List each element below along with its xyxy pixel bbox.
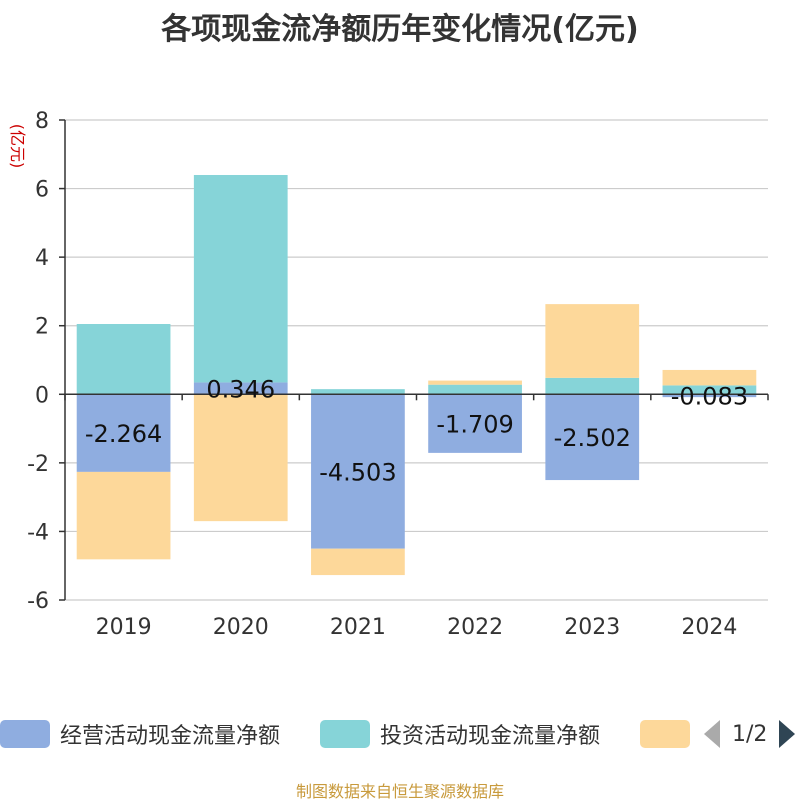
- data-label: -2.502: [554, 424, 631, 452]
- chevron-right-icon[interactable]: [779, 720, 796, 748]
- data-label: -1.709: [436, 411, 513, 439]
- chevron-left-icon[interactable]: [704, 720, 720, 748]
- bar-series1-2021[interactable]: [311, 389, 405, 395]
- y-tick-label: 4: [35, 246, 49, 271]
- legend-swatch-operating: [0, 720, 50, 748]
- bar-series1-2023[interactable]: [545, 377, 640, 395]
- data-label: 0.346: [206, 375, 275, 403]
- bar-chart: 8 6 4 2 0 -2 -4 -6 2019 2020 2021 2022 2023 2024 -2.2…: [8, 109, 769, 640]
- legend-label-investing: 投资活动现金流量净额: [380, 724, 601, 749]
- bar-series0-2024[interactable]: [662, 394, 757, 398]
- bar-series0-2022[interactable]: [428, 394, 522, 453]
- y-tick-label: 0: [35, 383, 49, 408]
- legend: 经营活动现金流量净额 投资活动现金流量净额 1/2: [0, 716, 800, 752]
- chart-title: 各项现金流净额历年变化情况(亿元): [161, 12, 639, 47]
- x-tick-label: 2021: [330, 615, 386, 640]
- bar-series1-2024[interactable]: [662, 385, 757, 395]
- bar-series0-2021[interactable]: [311, 394, 405, 549]
- bar-series1-2022[interactable]: [428, 384, 522, 395]
- legend-swatch-financing: [640, 720, 690, 748]
- x-tick-label: 2022: [447, 615, 503, 640]
- legend-label-operating: 经营活动现金流量净额: [60, 724, 281, 749]
- legend-item-operating[interactable]: 经营活动现金流量净额: [0, 716, 280, 752]
- data-labels: -2.264 0.346 -4.503 -1.709 -2.502 -0.083: [85, 375, 748, 486]
- x-tick-label: 2019: [96, 615, 152, 640]
- bar-series1-2020[interactable]: [193, 174, 288, 383]
- y-tick-label: -6: [27, 589, 49, 614]
- bar-series0-2019[interactable]: [76, 394, 171, 472]
- y-tick-label: 8: [35, 109, 49, 134]
- x-tick-label: 2023: [564, 615, 620, 640]
- data-source-note: 制图数据来自恒生聚源数据库: [295, 782, 504, 801]
- x-tick-label: 2020: [213, 615, 269, 640]
- data-label: -0.083: [671, 383, 748, 411]
- bar-series0-2023[interactable]: [545, 394, 640, 481]
- axes: 8 6 4 2 0 -2 -4 -6 2019 2020 2021 2022 2023 2024: [27, 109, 769, 640]
- bar-series2-2020[interactable]: [193, 394, 288, 522]
- x-tick-label: 2024: [681, 615, 737, 640]
- data-label: -2.264: [85, 420, 162, 448]
- bar-series1-2019[interactable]: [76, 324, 171, 395]
- y-axis-label: (亿元): [8, 124, 27, 169]
- legend-page-indicator: 1/2: [732, 721, 768, 747]
- legend-pager: 1/2: [704, 716, 796, 752]
- bar-series2-2022[interactable]: [428, 380, 522, 385]
- bar-series0-2020[interactable]: [193, 382, 288, 395]
- y-tick-label: -2: [27, 452, 49, 477]
- bar-series2-2023[interactable]: [545, 304, 640, 378]
- y-tick-label: -4: [27, 520, 49, 545]
- grid-lines: [65, 119, 768, 601]
- data-label: -4.503: [319, 458, 396, 486]
- bars: [76, 174, 757, 576]
- bar-series2-2021[interactable]: [311, 548, 405, 576]
- bar-series2-2019[interactable]: [76, 471, 171, 560]
- y-tick-label: 2: [35, 315, 49, 340]
- legend-item-investing[interactable]: 投资活动现金流量净额: [320, 716, 600, 752]
- bar-series2-2024[interactable]: [662, 369, 757, 386]
- legend-swatch-investing: [320, 720, 370, 748]
- legend-item-financing[interactable]: [640, 716, 690, 752]
- y-tick-label: 6: [35, 178, 49, 203]
